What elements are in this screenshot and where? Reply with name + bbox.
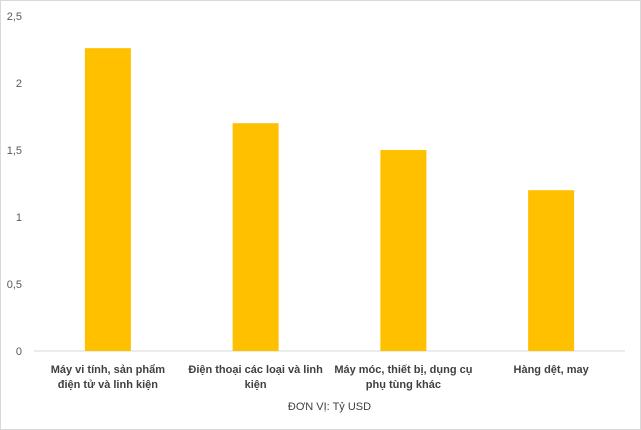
y-tick-label: 1,5 <box>7 145 22 157</box>
x-tick-label-line: Hàng dệt, may <box>514 364 590 376</box>
bar <box>84 48 131 351</box>
y-tick-label: 2,5 <box>7 11 22 23</box>
x-axis-label: ĐƠN VỊ: Tỷ USD <box>288 401 371 413</box>
x-tick-label-line: phụ tùng khác <box>366 379 441 391</box>
x-tick-label-line: Máy móc, thiết bị, dụng cụ <box>334 364 472 376</box>
bar <box>232 123 279 351</box>
x-tick-label: Máy móc, thiết bị, dụng cụ phụ tùng khác <box>334 364 472 391</box>
x-tick-label-line: Máy vi tính, sản phẩm <box>51 364 166 376</box>
bars <box>84 48 575 351</box>
x-tick-label: Máy vi tính, sản phẩm điện tử và linh kiệ… <box>51 364 166 391</box>
x-tick-label: Điện thoại các loại và linh kiện <box>188 364 323 391</box>
y-tick-label: 0,5 <box>7 279 22 291</box>
y-tick-label: 0 <box>16 346 22 358</box>
y-tick-label: 2 <box>16 78 22 90</box>
bar <box>528 190 575 351</box>
y-axis-ticks: 0 0,5 1 1,5 2 2,5 <box>7 11 22 358</box>
x-axis-category-labels: Máy vi tính, sản phẩm điện tử và linh kiệ… <box>51 364 590 391</box>
x-tick-label-line: kiện <box>245 379 267 391</box>
x-tick-label-line: điện tử và linh kiện <box>58 379 159 391</box>
y-tick-label: 1 <box>16 212 22 224</box>
x-tick-label: Hàng dệt, may <box>514 364 590 376</box>
bar <box>380 150 427 351</box>
x-tick-label-line: Điện thoại các loại và linh <box>188 364 323 376</box>
